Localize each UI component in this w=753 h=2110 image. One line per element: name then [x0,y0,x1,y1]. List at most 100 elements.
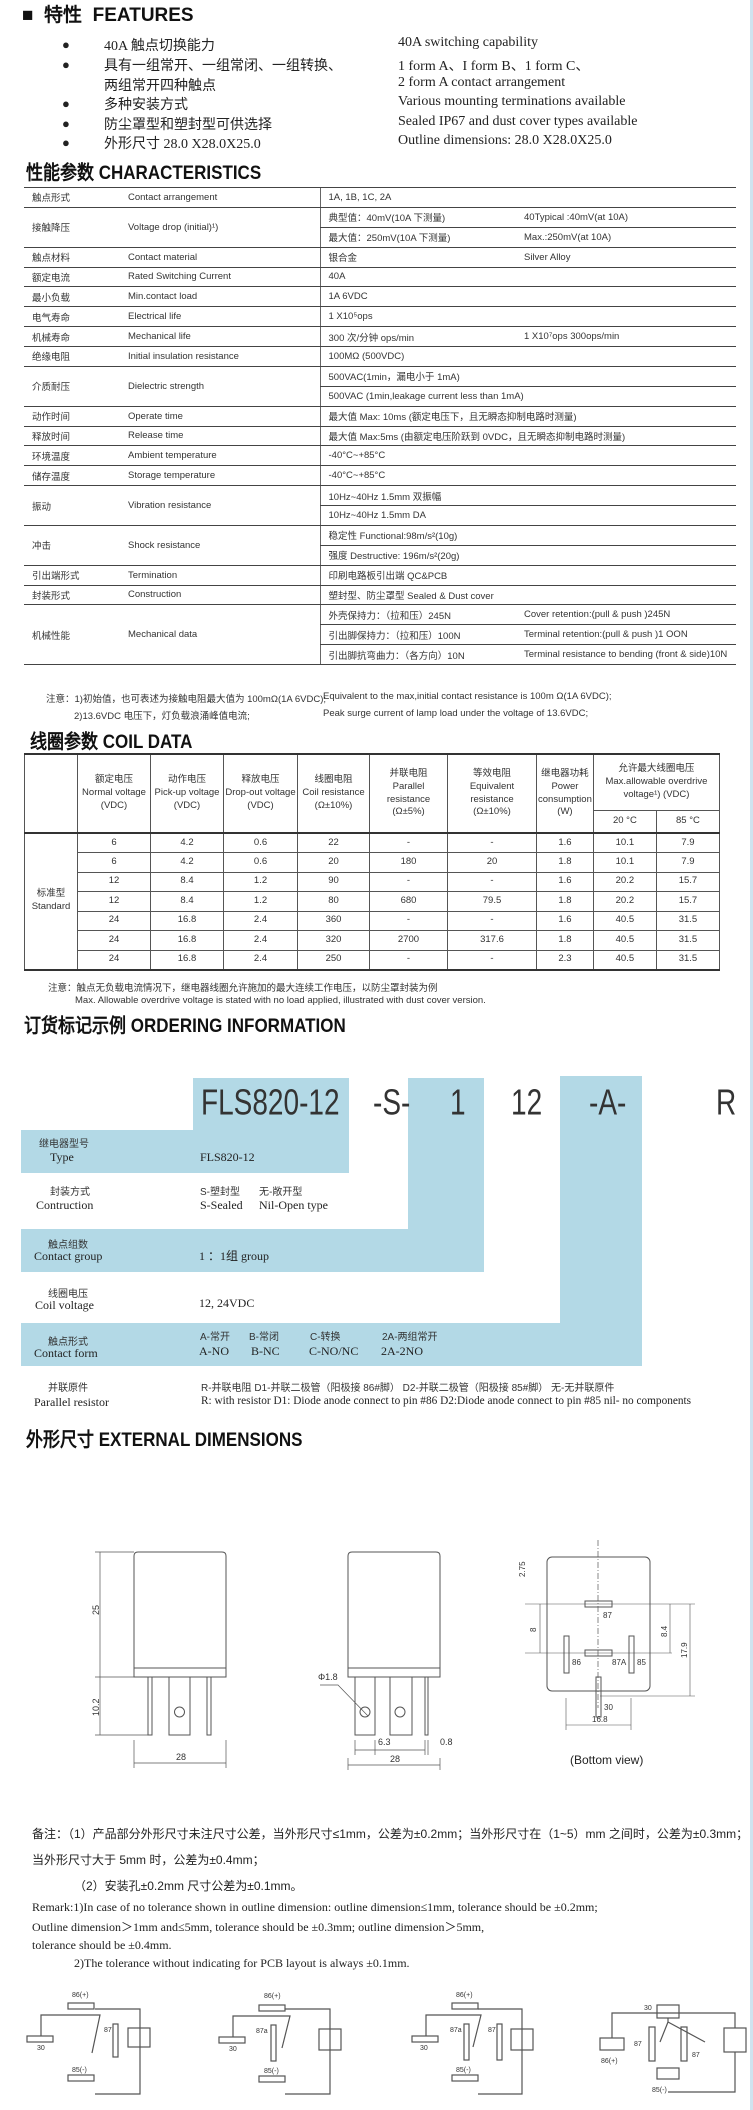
coil-cell: 20 [297,852,370,873]
coil-header-line: (W) [557,806,573,818]
coil-cell: 15.7 [655,871,721,892]
coil-cell: 1.8 [536,930,594,951]
char-value: 300 次/分钟 ops/min [319,326,516,347]
char-label-cn: 封装形式 [24,584,120,606]
char-row: 释放时间 Release time 最大值 Max:5ms (由额定电压阶跃到 0V… [24,425,736,447]
side-tab-label: 6.3 [378,1737,391,1747]
dim-8-label: 8 [529,1627,538,1632]
char-value: 500VAC (1min,leakage current less than 1… [319,385,736,407]
order-construction-opt1-en: S-Sealed [200,1198,243,1212]
coil-row: 12 8.4 1.2 90- -1.6 20.2 15.7 [25,871,721,892]
order-token-construction: -S- [373,1082,411,1123]
bullet-icon: ● [62,37,70,52]
circuit-label: 87 [634,2041,642,2048]
order-form-b-cn: B-常闭 [249,1332,279,1343]
char-value: 1A 6VDC [319,286,736,308]
coil-cell: 0.6 [223,832,298,853]
coil-cell: 8.4 [150,891,224,912]
circuit-label: 85(-) [264,2068,279,2075]
bullet-icon: ● [62,57,70,72]
circuit-label: 87 [104,2027,112,2034]
remark-en-2: Outline dimension＞1mm and≤5mm, tolerance… [32,1920,485,1934]
char-row: 引出端形式 Termination 印刷电路板引出端 QC&PCB [24,564,736,586]
coil-header-line: (Ω±10%) [473,806,511,818]
char-label-cn: 触点材料 [24,246,120,268]
coil-cell: 22 [297,832,370,853]
char-row: 机械寿命 Mechanical life 300 次/分钟 ops/min 1 X10… [24,326,736,347]
char-value: -40°C~+85°C [319,465,736,487]
scrollbar[interactable] [750,0,753,2110]
coil-note-en: Max. Allowable overdrive voltage is stat… [75,995,486,1006]
coil-header-line: resistance [470,793,514,805]
char-value-en: Terminal resistance to bending (front & … [516,644,736,665]
coil-cell: 40.5 [592,910,657,931]
ordering-title: 订货标记示例 ORDERING INFORMATION [24,1014,346,1037]
order-construction-en: Contruction [36,1198,94,1212]
char-value: 500VAC(1min，漏电小于 1mA) [319,365,736,387]
circuit-label: 30 [229,2046,237,2053]
char-value: 10Hz~40Hz 1.5mm 双振幅 [319,485,736,506]
features-title-en: FEATURES [92,5,194,26]
coil-cell: - [447,832,537,853]
circuit-label: 87a [450,2027,462,2034]
char-row: 触点形式 Contact arrangement 1A, 1B, 1C, 2A [24,187,736,208]
coil-cell: 16.8 [150,949,224,970]
char-value: 引出脚抗弯曲力：（各方向）10N [319,644,516,665]
coil-row: 6 4.2 0.6 20 180 20 1.8 10.1 7.9 [25,852,721,873]
char-label-en: Rated Switching Current [120,266,320,288]
order-contact-group-cn: 触点组数 [48,1240,88,1251]
contact-form-block [560,1076,642,1366]
circuit-label: 30 [420,2045,428,2052]
feature-cn: 40A 触点切换能力 [104,39,215,54]
type-row-band [21,1130,349,1173]
order-parallel-cn: 并联原件 [48,1383,88,1394]
char-value: 最大值：250mV(10A 下测量) [319,226,516,248]
pin-30-label: 30 [604,1703,613,1712]
char-label-en: Release time [120,425,320,447]
char-label-cn: 释放时间 [24,425,120,447]
side-hole-label: Φ1.8 [318,1672,338,1682]
contact-form-row-band [21,1323,642,1366]
char-row: 触点材料 Contact material 银合金 Silver Alloy [24,246,736,268]
coil-cell: 24 [77,930,151,951]
coil-header-line: (VDC) [100,799,128,811]
remark-cn-1: 备注：（1）产品部分外形尺寸未注尺寸公差，当外形尺寸≤1mm，公差为±0.2mm… [32,1827,749,1841]
coil-cell: 4.2 [150,852,224,873]
char-row: 储存温度 Storage temperature -40°C~+85°C [24,465,736,487]
dim-16-8-label: 16.8 [592,1715,608,1724]
order-form-c-cn: C-转换 [310,1332,341,1343]
char-row: 介质耐压 Dielectric strength 500VAC(1min，漏电小于 … [24,365,736,407]
side-pin-label: 0.8 [440,1737,453,1747]
char-value: 外壳保持力：（拉和压）245N [319,604,516,626]
char-value-en: Max.:250mV(at 10A) [516,226,736,248]
coil-temp-row: 20 °C 85 °C [25,809,721,834]
char-label-en: Ambient temperature [120,445,320,467]
coil-cell: 79.5 [447,891,537,912]
coil-cell: 1.6 [536,910,594,931]
order-token-contact-form: -A- [589,1082,627,1123]
coil-cell: 20.2 [592,871,657,892]
pin-87-label: 87 [603,1611,612,1620]
order-construction-cn: 封装方式 [50,1187,90,1198]
char-value: 典型值：40mV(10A 下测量) [319,206,516,228]
char-value: 40A [319,266,736,288]
coil-cell: 16.8 [150,910,224,931]
coil-header-row: 额定电压 Normal voltage (VDC) 动作电压 Pick-up volta… [24,753,721,834]
coil-cell: 1.8 [536,852,594,873]
coil-header-group [24,753,78,834]
char-label-en: Initial insulation resistance [120,346,320,367]
coil-cell: 1.6 [536,832,594,853]
circuit-form-b: 86(+) 87a 30 85(-) [218,1993,342,2095]
coil-header-line: voltage¹) (VDC) [623,788,690,800]
dimensions-title: 外形尺寸 EXTERNAL DIMENSIONS [26,1428,303,1451]
char-label-cn: 储存温度 [24,465,120,487]
dim-8-4-label: 8.4 [660,1625,669,1637]
coil-header-line: 允许最大线圈电压 [618,763,695,775]
char-row: 引出脚保持力：（拉和压）100N Terminal retention:(pull… [24,624,736,646]
order-form-b-en: B-NC [251,1344,280,1358]
circuit-label: 85(-) [72,2067,87,2074]
char-label-en: Contact material [120,246,320,268]
coil-cell: - [369,949,448,970]
coil-cell: 680 [369,891,448,912]
feature-en: 40A switching capability [398,35,538,50]
